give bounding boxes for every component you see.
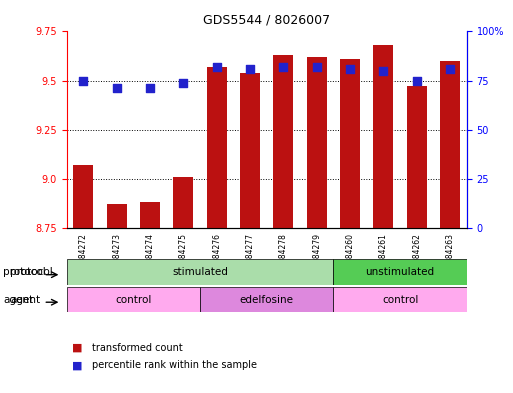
Point [346,66,354,72]
Bar [307,57,327,228]
Point [179,79,187,86]
Text: ■: ■ [72,360,82,371]
Point [412,77,421,84]
Text: stimulated: stimulated [172,267,228,277]
Text: ■: ■ [72,343,82,353]
Bar [373,45,393,228]
Text: control: control [382,295,418,305]
Bar [73,165,93,228]
FancyBboxPatch shape [67,259,333,285]
Text: protocol: protocol [3,267,46,277]
Point [79,77,87,84]
Text: protocol: protocol [10,267,53,277]
FancyBboxPatch shape [200,287,333,312]
Bar [340,59,360,228]
Bar [240,73,260,228]
FancyBboxPatch shape [333,259,467,285]
Point [146,85,154,92]
Bar [440,61,460,228]
FancyBboxPatch shape [67,287,200,312]
Text: GDS5544 / 8026007: GDS5544 / 8026007 [203,14,330,27]
Bar [407,86,427,228]
Text: percentile rank within the sample: percentile rank within the sample [92,360,258,371]
Text: control: control [115,295,151,305]
Bar [107,204,127,228]
Point [379,68,388,74]
Point [279,64,287,70]
Text: unstimulated: unstimulated [366,267,435,277]
FancyBboxPatch shape [333,287,467,312]
Bar [273,55,293,228]
Point [312,64,321,70]
Text: agent: agent [10,295,41,305]
Bar [207,67,227,228]
Point [246,66,254,72]
Point [446,66,454,72]
Point [112,85,121,92]
Text: agent: agent [3,295,33,305]
Text: edelfosine: edelfosine [240,295,294,305]
Bar [140,202,160,228]
Bar [173,177,193,228]
Point [212,64,221,70]
Text: transformed count: transformed count [92,343,183,353]
